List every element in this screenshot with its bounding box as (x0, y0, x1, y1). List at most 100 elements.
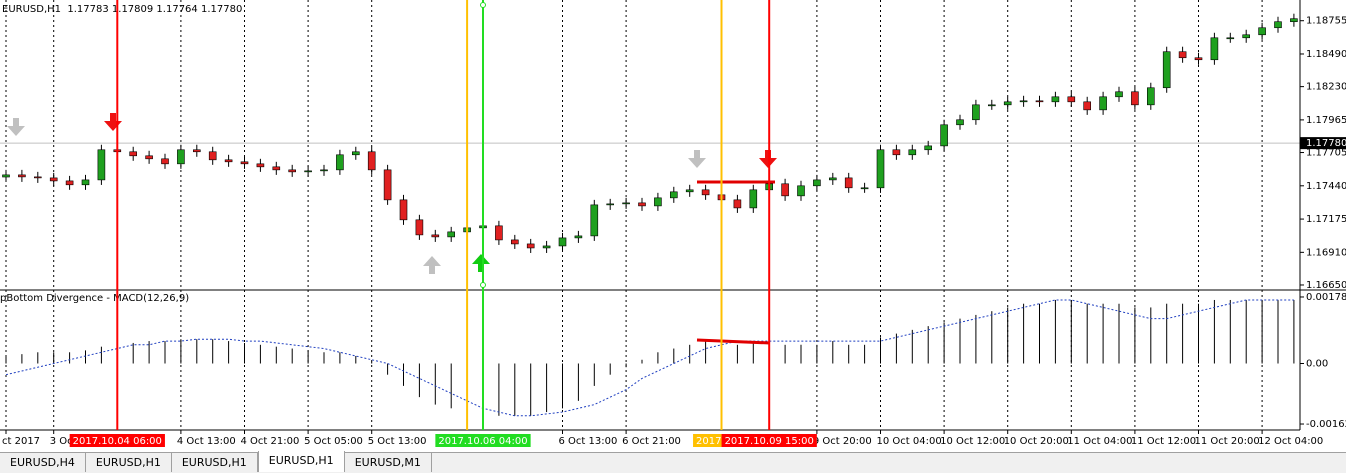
candle-body (733, 199, 742, 209)
candle-body (224, 159, 233, 163)
candle-body (892, 149, 901, 156)
chart: EURUSD,H1 1.17783 1.17809 1.17764 1.1778… (0, 0, 1346, 452)
candle-body (272, 166, 281, 171)
candle-body (1099, 96, 1107, 111)
y-tick-label: 1.18490 (1306, 49, 1346, 60)
tab[interactable]: EURUSD,H1 (257, 451, 345, 472)
candle-body (351, 151, 360, 156)
candle-body (781, 183, 789, 197)
tab[interactable]: EURUSD,M1 (345, 453, 432, 472)
price-label-box (1300, 137, 1346, 150)
candle-body (844, 177, 853, 189)
x-tick-label: 11 Oct 20:00 (1195, 436, 1260, 447)
x-tick-label: 12 Oct 04:00 (1258, 436, 1323, 447)
candle-body (908, 149, 917, 156)
x-tick-label: 10 Oct 12:00 (940, 436, 1005, 447)
candle-body (161, 158, 169, 165)
arrow-down (7, 118, 25, 136)
y-tick-label: -0.00162 (1306, 419, 1346, 430)
candle-body (510, 239, 519, 245)
candle-body (1162, 51, 1171, 89)
tab[interactable]: EURUSD,H1 (172, 453, 258, 472)
tab[interactable]: EURUSD,H4 (0, 453, 86, 472)
x-tick-label: ct 2017 (2, 436, 40, 447)
candle-body (1258, 27, 1266, 36)
y-tick-label: 1.18230 (1306, 82, 1346, 93)
arrow-down (759, 150, 777, 168)
candle-body (606, 203, 615, 206)
candle-body (701, 189, 710, 196)
candle-body (669, 191, 678, 199)
candle-body (97, 149, 106, 181)
candle-body (542, 245, 551, 249)
x-tick-label: 10 Oct 20:00 (1004, 436, 1069, 447)
candle-body (304, 170, 312, 173)
background (0, 0, 1346, 452)
chart-title: EURUSD,H1 1.17783 1.17809 1.17764 1.1778… (2, 4, 242, 15)
candle-body (590, 204, 599, 237)
candle-body (1290, 18, 1298, 23)
signal-arrows (7, 113, 777, 274)
arrow-down (104, 113, 122, 131)
line-handle (480, 282, 486, 288)
x-tick-label: 4 Oct 13:00 (177, 436, 236, 447)
candle-body (1131, 91, 1139, 106)
candle-body (65, 180, 74, 186)
tab[interactable]: EURUSD,H1 (86, 453, 172, 472)
x-tick-label: 10 Oct 04:00 (877, 436, 942, 447)
signal-line (5, 299, 1294, 417)
candle-body (399, 199, 408, 221)
x-tick-label: 5 Oct 05:00 (304, 436, 363, 447)
candle-body (987, 104, 996, 107)
y-tick-label: 1.16650 (1306, 280, 1346, 291)
candle-body (558, 237, 567, 247)
candle-body (129, 151, 137, 157)
candle-body (1147, 87, 1155, 106)
candle-body (145, 155, 153, 160)
candle-body (431, 234, 440, 238)
y-tick-label: 1.17965 (1306, 115, 1346, 126)
candle-body (828, 177, 837, 181)
x-tick-label: 9 Oct 20:00 (813, 436, 872, 447)
candle-body (447, 231, 456, 238)
candle-body (1083, 101, 1091, 111)
arrow-down (688, 150, 706, 168)
grid-layer (0, 0, 1300, 430)
y-tick-label: 1.18755 (1306, 16, 1346, 27)
y-tick-label: 1.17705 (1306, 148, 1346, 159)
tab-bar: EURUSD,H4 EURUSD,H1 EURUSD,H1 EURUSD,H1 … (0, 451, 1346, 473)
candle-body (81, 179, 90, 186)
y-tick-label: 1.17440 (1306, 181, 1346, 192)
y-tick-label: 1.16910 (1306, 247, 1346, 258)
indicator-title: pBottom Divergence - MACD(12,26,9) (0, 293, 189, 304)
x-tick-label: 6 Oct 13:00 (559, 436, 618, 447)
candle-body (1226, 37, 1235, 40)
candle-body (813, 179, 821, 187)
candle-body (1067, 96, 1076, 103)
candle-body (1035, 100, 1044, 103)
candle-body (367, 151, 376, 171)
candle-body (574, 235, 583, 239)
candle-body (256, 163, 265, 168)
candle-body (2, 174, 10, 178)
candle-body (495, 225, 503, 241)
candle-body (193, 149, 201, 153)
price-label: 1.17780 (1306, 138, 1346, 149)
candle-body (18, 174, 26, 178)
candle-body (1003, 101, 1012, 106)
event-label: 2017.10.09 15:00 (725, 436, 814, 447)
x-tick-label: 5 Oct 13:00 (368, 436, 427, 447)
divergence-line (696, 338, 771, 345)
candle-body (1210, 37, 1219, 61)
x-tick-label: 11 Oct 04:00 (1067, 436, 1132, 447)
y-tick-label: 1.17175 (1306, 214, 1346, 225)
arrow-up (423, 256, 441, 274)
candle-body (1242, 34, 1250, 39)
event-label-box (721, 434, 817, 447)
x-tick-label: 6 Oct 21:00 (622, 436, 681, 447)
event-label: 2017.10.04 06:00 (73, 436, 162, 447)
candle-body (1115, 91, 1123, 98)
candle-body (320, 169, 328, 172)
candle-body (1274, 21, 1282, 29)
